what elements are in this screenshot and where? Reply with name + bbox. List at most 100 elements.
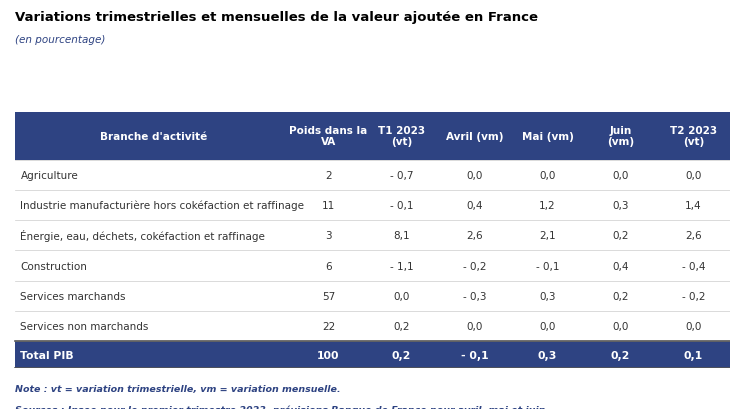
Text: 0,0: 0,0: [685, 170, 702, 180]
Bar: [15, 160, 292, 191]
Bar: [438, 220, 511, 251]
Text: 0,0: 0,0: [539, 321, 556, 331]
Text: - 0,1: - 0,1: [461, 350, 488, 360]
Text: Services non marchands: Services non marchands: [20, 321, 149, 331]
Text: 8,1: 8,1: [393, 231, 410, 241]
Text: 11: 11: [322, 200, 335, 211]
Text: - 0,2: - 0,2: [682, 291, 705, 301]
Bar: [584, 281, 657, 311]
Bar: [511, 220, 584, 251]
Text: 0,0: 0,0: [685, 321, 702, 331]
Text: - 0,2: - 0,2: [463, 261, 486, 271]
Bar: [511, 191, 584, 220]
Bar: [511, 112, 584, 160]
Bar: [15, 342, 292, 368]
Bar: [365, 191, 438, 220]
Text: - 0,4: - 0,4: [682, 261, 705, 271]
Bar: [438, 191, 511, 220]
Bar: [584, 342, 657, 368]
Text: Branche d'activité: Branche d'activité: [100, 131, 207, 141]
Text: 0,4: 0,4: [466, 200, 483, 211]
Text: 3: 3: [325, 231, 332, 241]
Bar: [15, 251, 292, 281]
Bar: [584, 191, 657, 220]
Bar: [292, 220, 365, 251]
Text: 2,6: 2,6: [466, 231, 483, 241]
Bar: [584, 112, 657, 160]
Bar: [511, 311, 584, 342]
Text: Industrie manufacturière hors cokéfaction et raffinage: Industrie manufacturière hors cokéfactio…: [20, 200, 304, 211]
Text: Juin
(vm): Juin (vm): [607, 126, 634, 147]
Bar: [657, 281, 730, 311]
Text: 0,0: 0,0: [612, 321, 629, 331]
Bar: [657, 342, 730, 368]
Text: 2,6: 2,6: [685, 231, 702, 241]
Bar: [438, 160, 511, 191]
Text: 0,0: 0,0: [612, 170, 629, 180]
Bar: [438, 112, 511, 160]
Bar: [584, 251, 657, 281]
Bar: [292, 191, 365, 220]
Text: Variations trimestrielles et mensuelles de la valeur ajoutée en France: Variations trimestrielles et mensuelles …: [15, 11, 537, 24]
Text: 0,3: 0,3: [538, 350, 557, 360]
Text: 100: 100: [318, 350, 339, 360]
Bar: [584, 220, 657, 251]
Text: 0,2: 0,2: [612, 231, 629, 241]
Text: 2: 2: [325, 170, 332, 180]
Bar: [438, 311, 511, 342]
Bar: [292, 112, 365, 160]
Bar: [657, 112, 730, 160]
Text: Avril (vm): Avril (vm): [446, 131, 503, 141]
Bar: [584, 311, 657, 342]
Bar: [584, 160, 657, 191]
Text: - 0,3: - 0,3: [463, 291, 486, 301]
Bar: [438, 251, 511, 281]
Bar: [657, 191, 730, 220]
Text: - 1,1: - 1,1: [390, 261, 413, 271]
Text: 6: 6: [325, 261, 332, 271]
Text: 0,0: 0,0: [466, 321, 483, 331]
Text: 0,0: 0,0: [466, 170, 483, 180]
Text: 57: 57: [322, 291, 335, 301]
Text: 0,1: 0,1: [684, 350, 703, 360]
Text: Agriculture: Agriculture: [20, 170, 78, 180]
Bar: [15, 281, 292, 311]
Bar: [657, 251, 730, 281]
Text: 0,2: 0,2: [393, 321, 410, 331]
Text: 0,2: 0,2: [392, 350, 411, 360]
Bar: [365, 160, 438, 191]
Text: 1,4: 1,4: [685, 200, 702, 211]
Bar: [657, 220, 730, 251]
Text: - 0,7: - 0,7: [390, 170, 413, 180]
Text: Construction: Construction: [20, 261, 88, 271]
Bar: [511, 160, 584, 191]
Text: 0,3: 0,3: [612, 200, 629, 211]
Text: (en pourcentage): (en pourcentage): [15, 35, 105, 45]
Bar: [438, 342, 511, 368]
Text: Note : vt = variation trimestrielle, vm = variation mensuelle.: Note : vt = variation trimestrielle, vm …: [15, 384, 340, 393]
Bar: [365, 251, 438, 281]
Bar: [15, 311, 292, 342]
Bar: [365, 220, 438, 251]
Bar: [292, 251, 365, 281]
Bar: [292, 342, 365, 368]
Bar: [657, 160, 730, 191]
Text: Mai (vm): Mai (vm): [521, 131, 574, 141]
Bar: [15, 191, 292, 220]
Bar: [15, 220, 292, 251]
Bar: [292, 311, 365, 342]
Bar: [511, 342, 584, 368]
Text: T1 2023
(vt): T1 2023 (vt): [378, 126, 425, 147]
Bar: [292, 281, 365, 311]
Text: 2,1: 2,1: [539, 231, 556, 241]
Bar: [365, 311, 438, 342]
Text: Énergie, eau, déchets, cokéfaction et raffinage: Énergie, eau, déchets, cokéfaction et ra…: [20, 230, 265, 242]
Bar: [365, 342, 438, 368]
Bar: [365, 112, 438, 160]
Text: Total PIB: Total PIB: [20, 350, 74, 360]
Text: Sources : Insee pour le premier trimestre 2023, prévisions Banque de France pour: Sources : Insee pour le premier trimestr…: [15, 405, 549, 409]
Text: 22: 22: [322, 321, 335, 331]
Bar: [15, 112, 292, 160]
Bar: [292, 160, 365, 191]
Bar: [511, 251, 584, 281]
